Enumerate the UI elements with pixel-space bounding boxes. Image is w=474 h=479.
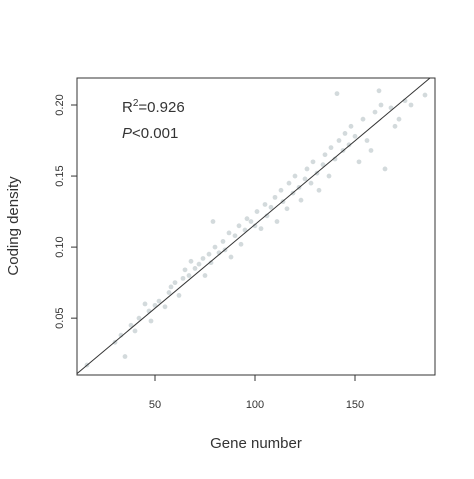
point	[316, 187, 322, 193]
x-tick-label: 100	[246, 399, 264, 411]
point	[264, 213, 270, 219]
r-superscript: 2	[133, 98, 139, 109]
point	[226, 230, 232, 236]
point	[228, 254, 234, 260]
x-tick-label: 50	[149, 399, 161, 411]
point	[328, 145, 334, 151]
point	[180, 275, 186, 281]
point	[284, 206, 290, 212]
point	[210, 219, 216, 224]
point	[208, 260, 214, 266]
point	[212, 244, 218, 250]
point	[244, 216, 250, 222]
point	[348, 123, 354, 129]
point	[196, 261, 202, 267]
point	[192, 266, 198, 271]
point	[200, 256, 206, 261]
point	[236, 223, 242, 229]
point	[136, 315, 142, 321]
point	[372, 109, 378, 115]
point	[148, 318, 154, 324]
point	[122, 354, 128, 359]
point	[346, 142, 352, 148]
point	[310, 159, 316, 165]
point	[304, 166, 310, 172]
point	[382, 166, 388, 172]
r-value: =0.926	[138, 99, 184, 116]
point	[392, 123, 398, 129]
point	[376, 88, 382, 94]
y-axis-label: Coding density	[5, 176, 22, 276]
point	[262, 202, 268, 207]
point	[118, 332, 124, 338]
point	[286, 180, 292, 186]
point	[248, 219, 254, 224]
point	[182, 267, 188, 273]
point	[274, 219, 280, 224]
point	[352, 133, 358, 139]
point	[278, 187, 284, 193]
point	[360, 116, 366, 122]
point	[378, 102, 384, 108]
point	[168, 284, 174, 290]
fit-line	[76, 77, 431, 374]
p-value: P<0.001	[122, 125, 178, 142]
point	[232, 233, 238, 239]
point	[268, 204, 274, 210]
point	[172, 280, 178, 286]
point	[220, 239, 226, 244]
x-tick-label: 150	[346, 399, 364, 411]
point	[396, 116, 402, 122]
point	[258, 226, 264, 232]
point	[152, 302, 158, 308]
point	[326, 173, 332, 179]
r-letter: R	[122, 99, 133, 116]
point	[308, 180, 314, 186]
point	[188, 258, 194, 264]
point	[186, 273, 192, 278]
point	[156, 298, 162, 304]
y-tick-label: 0.20	[54, 94, 66, 115]
y-tick-label: 0.10	[54, 236, 66, 257]
point	[292, 173, 298, 179]
point	[408, 102, 414, 108]
point	[302, 176, 308, 182]
r-squared: R2=0.926	[122, 98, 185, 116]
point	[336, 138, 342, 143]
y-tick-label: 0.15	[54, 165, 66, 186]
point	[356, 159, 362, 165]
point	[132, 328, 138, 334]
point	[364, 138, 370, 143]
point	[162, 304, 168, 310]
point	[202, 273, 208, 278]
p-letter: P	[122, 125, 132, 142]
point	[142, 301, 148, 307]
x-axis-label: Gene number	[210, 435, 302, 452]
point	[254, 209, 260, 214]
point	[206, 251, 212, 257]
point	[238, 241, 244, 247]
point	[368, 148, 374, 153]
point	[332, 156, 338, 162]
p-text: <0.001	[132, 125, 178, 142]
point	[334, 91, 340, 97]
point	[166, 290, 172, 295]
point	[322, 152, 328, 158]
point	[176, 293, 182, 298]
y-tick-label: 0.05	[54, 307, 66, 328]
point	[272, 194, 278, 200]
point	[342, 131, 348, 136]
point	[320, 162, 326, 168]
point	[422, 92, 428, 98]
point	[252, 223, 258, 229]
point	[128, 322, 134, 328]
plot-frame	[76, 77, 436, 376]
point	[298, 197, 304, 203]
